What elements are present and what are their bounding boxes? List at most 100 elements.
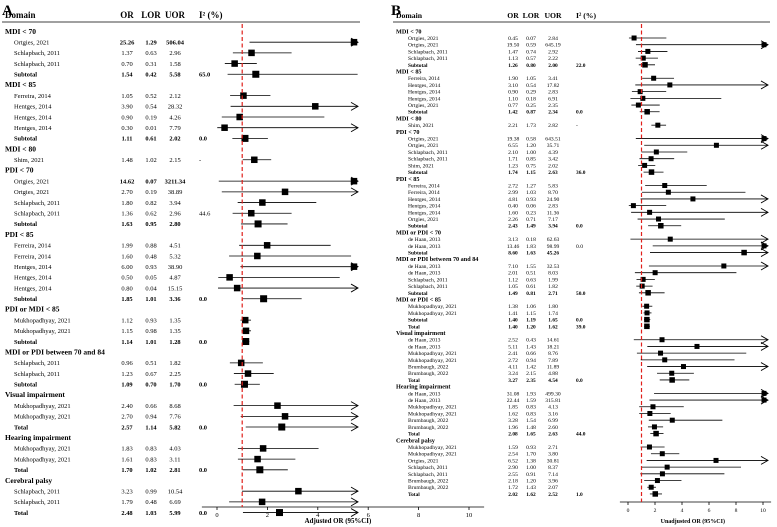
summary-label: Subtotal <box>408 63 428 69</box>
study-label: Shim, 2021 <box>14 157 44 164</box>
uor-value: 2.92 <box>548 49 558 55</box>
x-axis-label: Adjusted OR (95%CI) <box>305 518 372 525</box>
group-header: Cerebral palsy <box>5 476 52 485</box>
or-value: 2.54 <box>508 452 518 458</box>
or-value: 4.11 <box>508 365 518 371</box>
uor-value: 35.71 <box>547 143 560 149</box>
uor-value: 645.19 <box>545 43 561 49</box>
uor-value: 2.12 <box>169 93 180 100</box>
summary-label: Subtotal <box>408 251 428 257</box>
x-tick-label: 6 <box>708 508 711 514</box>
uor-value: 6.99 <box>548 418 558 424</box>
uor-value: 1.80 <box>548 304 558 310</box>
point-estimate-box <box>259 199 266 206</box>
or-value: 0.70 <box>121 61 132 68</box>
summary-estimate-box <box>644 316 650 323</box>
study-label: Shim, 2021 <box>408 163 434 169</box>
study-label: Ferreira, 2014 <box>408 190 440 196</box>
or-value: 2.55 <box>508 472 518 478</box>
or-value: 2.70 <box>121 189 132 196</box>
panel-label-a: A <box>2 3 13 19</box>
group-header: MDI or PDI < 70 <box>396 229 441 236</box>
point-estimate-box <box>233 284 241 292</box>
column-header-lor: LOR <box>523 11 540 20</box>
uor-value: 5.58 <box>169 72 180 79</box>
uor-value: 2.63 <box>548 432 558 438</box>
or-value: 3.10 <box>508 83 518 89</box>
group-header: MDI < 85 <box>396 68 422 75</box>
column-header-domain: Domain <box>5 10 36 20</box>
group-header: Visual impairment <box>396 330 446 337</box>
uor-value: 1.62 <box>548 324 558 330</box>
ci-arrow <box>760 456 769 465</box>
uor-value: 2.71 <box>548 445 558 451</box>
point-estimate-box <box>242 327 250 335</box>
ci-arrow <box>350 497 359 507</box>
point-estimate-box <box>642 162 648 168</box>
ci-arrow <box>350 401 359 411</box>
uor-value: 1.28 <box>169 339 180 346</box>
group-header: MDI or PDI between 70 and 84 <box>5 347 105 356</box>
uor-value: 2.83 <box>548 204 558 210</box>
uor-value: 4.26 <box>169 114 181 121</box>
study-label: Hentges, 2014 <box>14 285 52 292</box>
x-tick-label: 4 <box>681 508 684 514</box>
ci-arrow <box>760 234 769 244</box>
study-label: Ortgies, 2021 <box>408 458 439 464</box>
study-label: Ortgies, 2021 <box>408 217 439 223</box>
or-value: 6.00 <box>121 264 132 271</box>
study-label: Ortgies, 2021 <box>408 43 439 49</box>
or-value: 1.85 <box>121 296 132 303</box>
ci-arrow <box>350 422 359 432</box>
study-label: Hentges, 2014 <box>14 264 52 271</box>
or-value: 22.44 <box>507 398 520 404</box>
lor-value: 0.83 <box>145 446 156 453</box>
point-estimate-box <box>667 236 673 242</box>
lor-value: 0.31 <box>145 61 156 68</box>
point-estimate-box <box>236 113 243 121</box>
x-tick-label: 10 <box>760 508 766 514</box>
or-value: 0.50 <box>121 275 132 282</box>
uor-value: 2.80 <box>169 221 180 228</box>
point-estimate-box <box>631 35 637 41</box>
lor-value: 0.07 <box>145 178 157 185</box>
uor-value: 7.89 <box>548 358 558 364</box>
study-label: Schlapbach, 2011 <box>408 465 448 471</box>
study-label: Mukhopadhyay, 2021 <box>408 405 457 411</box>
or-value: 1.23 <box>121 371 132 378</box>
ci-arrow <box>760 207 769 217</box>
lor-value: 1.00 <box>526 465 536 471</box>
study-label: Schlapbach, 2011 <box>408 284 448 290</box>
uor-value: 6.91 <box>548 96 558 102</box>
point-estimate-box <box>761 243 767 249</box>
i2-value: 22.0 <box>576 63 586 69</box>
uor-value: 1.70 <box>169 382 180 389</box>
uor-value: 506.04 <box>166 39 185 46</box>
lor-value: 0.94 <box>145 414 157 421</box>
point-estimate-box <box>645 48 651 54</box>
study-label: Schlapbach, 2011 <box>408 472 448 478</box>
uor-value: 98.99 <box>547 244 560 250</box>
lor-value: 1.62 <box>526 492 536 498</box>
uor-value: 32.53 <box>547 264 560 270</box>
point-estimate-box <box>630 203 636 209</box>
lor-value: 1.05 <box>526 76 536 82</box>
study-label: Mukhopadhyay, 2021 <box>14 414 71 421</box>
study-label: Hentges, 2014 <box>408 197 441 203</box>
point-estimate-box <box>664 464 670 470</box>
point-estimate-box <box>226 274 233 281</box>
uor-value: 1.65 <box>548 318 558 324</box>
summary-label: Subtotal <box>408 170 428 176</box>
group-header: PDI < 70 <box>5 166 34 175</box>
or-value: 1.74 <box>508 170 518 176</box>
panel-label-b: B <box>391 3 401 19</box>
uor-value: 4.13 <box>548 405 558 411</box>
lor-value: 0.81 <box>526 291 536 297</box>
point-estimate-box <box>651 75 657 81</box>
study-label: Ferreira, 2014 <box>14 253 52 260</box>
study-label: Ferreira, 2014 <box>408 76 440 82</box>
lor-value: 0.51 <box>526 271 536 277</box>
summary-label: Subtotal <box>408 224 428 230</box>
point-estimate-box <box>644 310 650 316</box>
lor-value: 0.80 <box>526 63 536 69</box>
